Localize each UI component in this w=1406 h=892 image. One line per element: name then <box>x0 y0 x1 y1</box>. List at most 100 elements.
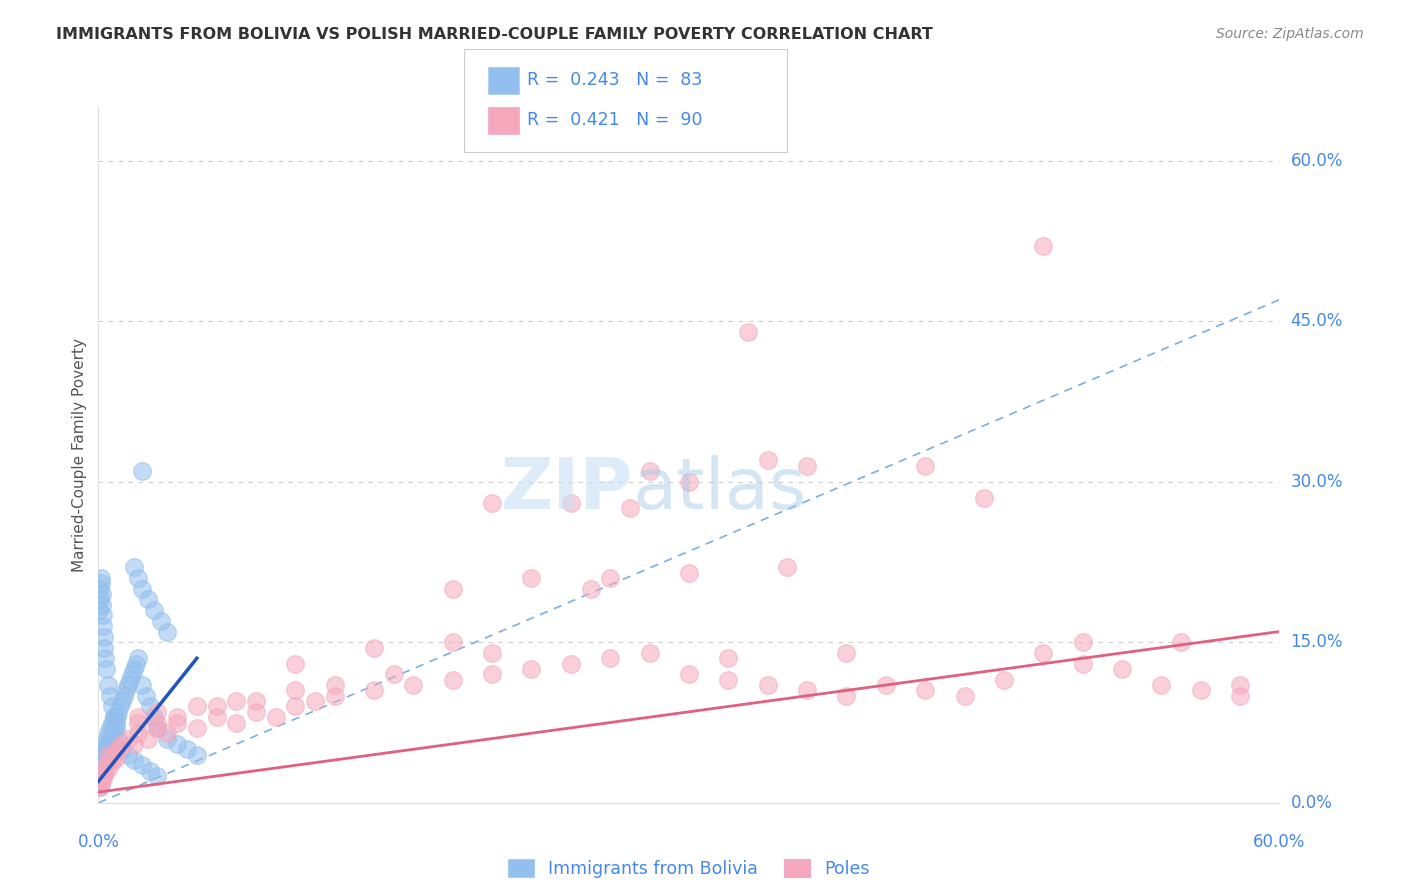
Point <box>96 758 118 772</box>
Point <box>131 758 153 772</box>
Point <box>835 646 858 660</box>
Point <box>1170 635 1192 649</box>
Point <box>138 699 160 714</box>
Point <box>205 699 228 714</box>
Point <box>91 772 114 787</box>
Point <box>1229 689 1251 703</box>
Point <box>112 689 135 703</box>
Point <box>1032 646 1054 660</box>
Point <box>93 630 115 644</box>
Point <box>993 673 1015 687</box>
Point <box>156 731 179 746</box>
Point <box>225 715 247 730</box>
Point <box>1071 635 1094 649</box>
Point <box>264 710 287 724</box>
Point <box>186 747 208 762</box>
Point <box>796 458 818 473</box>
Point <box>96 731 118 746</box>
Point <box>166 737 188 751</box>
Point <box>90 776 112 790</box>
Point <box>481 667 503 681</box>
Point <box>122 753 145 767</box>
Point <box>90 571 112 585</box>
Point <box>89 774 111 789</box>
Point <box>89 774 111 789</box>
Point <box>520 662 543 676</box>
Point <box>1189 683 1212 698</box>
Point <box>96 744 118 758</box>
Point <box>363 683 385 698</box>
Point <box>323 678 346 692</box>
Point <box>186 721 208 735</box>
Point <box>520 571 543 585</box>
Point <box>363 640 385 655</box>
Point <box>89 582 111 596</box>
Point <box>127 715 149 730</box>
Point <box>108 699 131 714</box>
Text: R =  0.243   N =  83: R = 0.243 N = 83 <box>527 71 703 89</box>
Point <box>93 755 115 769</box>
Point <box>638 646 661 660</box>
Point <box>953 689 976 703</box>
Point <box>284 683 307 698</box>
Point <box>94 651 117 665</box>
Point <box>91 587 114 601</box>
Point <box>737 325 759 339</box>
Point <box>97 740 120 755</box>
Point <box>441 582 464 596</box>
Y-axis label: Married-Couple Family Poverty: Married-Couple Family Poverty <box>72 338 87 572</box>
Point <box>97 762 120 776</box>
Point <box>103 726 124 740</box>
Point <box>304 694 326 708</box>
Point <box>142 603 165 617</box>
Point <box>105 710 128 724</box>
Point <box>156 726 179 740</box>
Text: ZIP: ZIP <box>501 455 633 524</box>
Point <box>90 576 112 591</box>
Text: 60.0%: 60.0% <box>1291 152 1343 169</box>
Point <box>94 751 117 765</box>
Point <box>638 464 661 478</box>
Point <box>93 764 115 778</box>
Point <box>90 776 112 790</box>
Point <box>91 608 114 623</box>
Point <box>166 710 188 724</box>
Point <box>105 715 128 730</box>
Point <box>1229 678 1251 692</box>
Point <box>98 721 121 735</box>
Point <box>150 614 173 628</box>
Point <box>599 571 621 585</box>
Point <box>111 742 134 756</box>
Point <box>125 657 148 671</box>
Point <box>96 662 118 676</box>
Point <box>560 657 582 671</box>
Point <box>93 772 115 787</box>
Point <box>284 657 307 671</box>
Point <box>146 721 169 735</box>
Point <box>90 764 112 778</box>
Point <box>98 753 121 767</box>
Point <box>717 673 740 687</box>
Point <box>105 721 128 735</box>
Point <box>89 769 111 783</box>
Point <box>678 475 700 489</box>
Point <box>97 726 120 740</box>
Text: atlas: atlas <box>633 455 807 524</box>
Point <box>97 747 120 762</box>
Text: 15.0%: 15.0% <box>1291 633 1343 651</box>
Point <box>914 458 936 473</box>
Point <box>122 662 145 676</box>
Point <box>481 646 503 660</box>
Point <box>186 699 208 714</box>
Point <box>146 705 169 719</box>
Point <box>146 721 169 735</box>
Point <box>103 710 125 724</box>
Text: 30.0%: 30.0% <box>1291 473 1343 491</box>
Point <box>91 758 114 772</box>
Point <box>103 747 125 762</box>
Point <box>166 715 188 730</box>
Point <box>93 762 115 776</box>
Point <box>146 769 169 783</box>
Point <box>131 582 153 596</box>
Point <box>973 491 995 505</box>
